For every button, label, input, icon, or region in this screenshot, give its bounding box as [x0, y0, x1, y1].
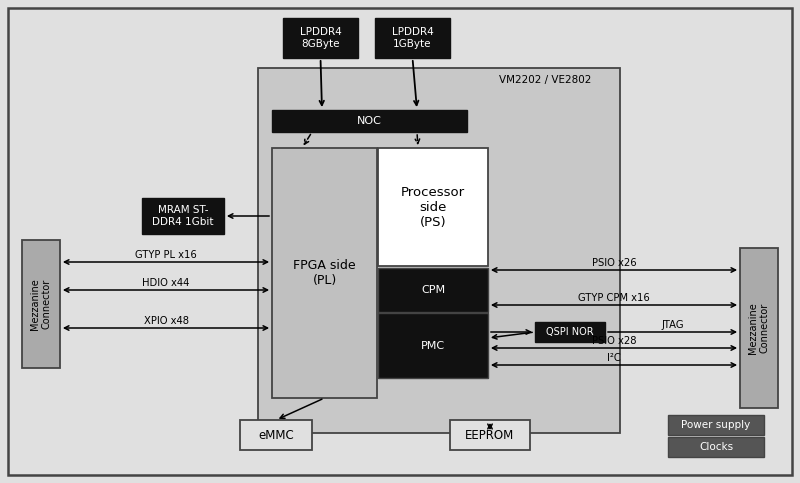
Text: PMC: PMC [421, 341, 445, 351]
Text: XPIO x48: XPIO x48 [143, 316, 189, 326]
Bar [240, 420, 312, 450]
Bar [450, 420, 530, 450]
Bar [272, 110, 467, 132]
Bar [740, 248, 778, 408]
Text: Processor
side
(PS): Processor side (PS) [401, 185, 465, 228]
Text: FPGA side
(PL): FPGA side (PL) [293, 259, 356, 287]
Bar [668, 415, 764, 435]
Bar [535, 322, 605, 342]
Bar [375, 18, 450, 58]
Text: LPDDR4
8GByte: LPDDR4 8GByte [300, 27, 342, 49]
Text: HDIO x44: HDIO x44 [142, 278, 190, 288]
Text: GTYP PL x16: GTYP PL x16 [135, 250, 197, 260]
Text: LPDDR4
1GByte: LPDDR4 1GByte [392, 27, 434, 49]
Bar [272, 148, 377, 398]
Text: PSIO x28: PSIO x28 [592, 336, 636, 346]
Text: PSIO x26: PSIO x26 [592, 258, 636, 268]
Bar [668, 437, 764, 457]
Text: MRAM ST-
DDR4 1Gbit: MRAM ST- DDR4 1Gbit [152, 205, 214, 227]
Bar [378, 268, 488, 312]
Text: Mezzanine
Connector: Mezzanine Connector [30, 278, 52, 330]
Bar [22, 240, 60, 368]
Bar [142, 198, 224, 234]
Text: GTYP CPM x16: GTYP CPM x16 [578, 293, 650, 303]
Text: NOC: NOC [357, 116, 382, 126]
Text: Mezzanine
Connector: Mezzanine Connector [748, 302, 770, 354]
Text: I²C: I²C [607, 353, 621, 363]
Text: eMMC: eMMC [258, 428, 294, 441]
Text: CPM: CPM [421, 285, 445, 295]
Bar [378, 148, 488, 266]
Text: JTAG: JTAG [661, 320, 684, 330]
Text: EEPROM: EEPROM [466, 428, 514, 441]
Text: Power supply: Power supply [682, 420, 750, 430]
Text: VM2202 / VE2802: VM2202 / VE2802 [499, 75, 591, 85]
Bar [258, 68, 620, 433]
Bar [283, 18, 358, 58]
Text: QSPI NOR: QSPI NOR [546, 327, 594, 337]
Text: Clocks: Clocks [699, 442, 733, 452]
Bar [378, 313, 488, 378]
